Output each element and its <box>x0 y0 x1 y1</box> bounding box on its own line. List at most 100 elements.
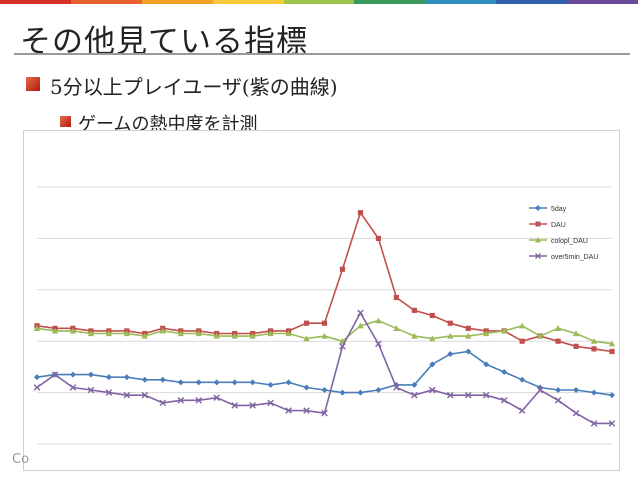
data-point <box>572 330 580 337</box>
data-point <box>609 392 615 399</box>
data-point <box>591 346 597 352</box>
legend-label: DAU <box>551 222 566 229</box>
data-point <box>195 397 203 404</box>
series-over5min_DAU <box>33 309 616 427</box>
data-point <box>69 371 76 378</box>
data-point <box>573 343 579 349</box>
bullet-square-icon <box>60 116 71 127</box>
data-point <box>177 379 184 386</box>
data-point <box>518 322 526 329</box>
data-point <box>429 361 436 368</box>
legend-marker <box>535 221 541 227</box>
data-point <box>375 317 382 324</box>
data-point <box>231 332 238 339</box>
data-point <box>33 325 41 331</box>
bullet-text-secondary: ゲームの熱中度を計測 <box>78 114 258 135</box>
data-point <box>105 374 112 381</box>
data-point <box>465 332 472 339</box>
legend-label: 5day <box>551 206 567 213</box>
data-point <box>213 394 220 402</box>
data-point <box>231 379 238 386</box>
data-point <box>464 391 472 399</box>
data-point <box>411 381 418 388</box>
data-point <box>285 407 292 414</box>
data-point <box>447 351 454 358</box>
data-point <box>34 374 40 381</box>
data-point <box>536 332 544 339</box>
data-point <box>483 330 490 337</box>
data-point <box>429 335 436 342</box>
data-point <box>572 409 580 417</box>
data-point <box>500 327 508 334</box>
data-point <box>195 330 202 337</box>
data-point <box>482 391 490 399</box>
data-point <box>267 330 274 337</box>
data-point <box>590 338 598 344</box>
data-point <box>141 332 149 339</box>
data-point <box>555 338 561 344</box>
data-point <box>249 402 256 409</box>
data-point <box>177 397 185 404</box>
data-point <box>285 379 292 386</box>
data-point <box>303 335 310 342</box>
data-point <box>33 384 41 391</box>
data-point <box>321 387 328 394</box>
data-point <box>141 391 149 399</box>
data-point <box>69 384 77 391</box>
data-point <box>339 343 346 350</box>
data-point <box>608 420 616 427</box>
data-point <box>249 379 256 386</box>
data-point <box>519 376 526 383</box>
data-point <box>285 330 292 337</box>
data-point <box>357 309 364 317</box>
data-point <box>518 407 526 414</box>
bullet-square-icon <box>26 77 40 91</box>
data-point <box>303 384 310 391</box>
data-point <box>321 409 328 417</box>
legend-marker <box>535 205 541 211</box>
data-point <box>69 327 77 334</box>
data-point <box>609 348 615 355</box>
accent-stripe-segment <box>0 0 71 4</box>
bullet-text-primary: 5分以上プレイユーザ(紫の曲線) <box>50 75 338 99</box>
copyright-text: Co <box>12 452 30 467</box>
data-point <box>393 325 400 331</box>
chart-series <box>33 210 616 427</box>
data-point <box>429 312 435 319</box>
data-point <box>339 266 346 272</box>
legend-label: colopl_DAU <box>551 238 588 245</box>
chart-frame <box>23 130 620 471</box>
data-point <box>393 384 400 391</box>
data-point <box>357 322 364 329</box>
data-point <box>123 330 131 337</box>
data-point <box>177 330 184 337</box>
title-underline <box>14 53 630 55</box>
data-point <box>429 386 436 394</box>
legend-label: over5min_DAU <box>551 254 598 261</box>
accent-stripe-segment <box>567 0 638 4</box>
data-point <box>321 332 328 339</box>
data-point <box>141 376 148 383</box>
data-point <box>411 391 418 399</box>
data-point <box>303 320 310 326</box>
data-point <box>339 389 346 396</box>
data-point <box>357 389 364 396</box>
line-chart: 5day DAU colopl_DAU over5min_DAU <box>23 130 620 471</box>
legend-marker <box>535 237 541 243</box>
data-point <box>411 332 418 339</box>
data-point <box>375 387 382 394</box>
data-point <box>303 407 310 414</box>
data-point <box>123 391 131 399</box>
data-point <box>465 325 471 331</box>
data-point <box>555 387 562 394</box>
data-point <box>87 330 95 337</box>
data-point <box>465 348 472 355</box>
data-point <box>608 340 616 347</box>
data-point <box>411 307 417 313</box>
data-point <box>267 381 274 388</box>
data-point <box>554 325 562 331</box>
data-point <box>591 389 598 396</box>
data-point <box>375 235 382 241</box>
chart-legend: 5day DAU colopl_DAU over5min_DAU <box>529 205 598 261</box>
data-point <box>393 294 399 301</box>
